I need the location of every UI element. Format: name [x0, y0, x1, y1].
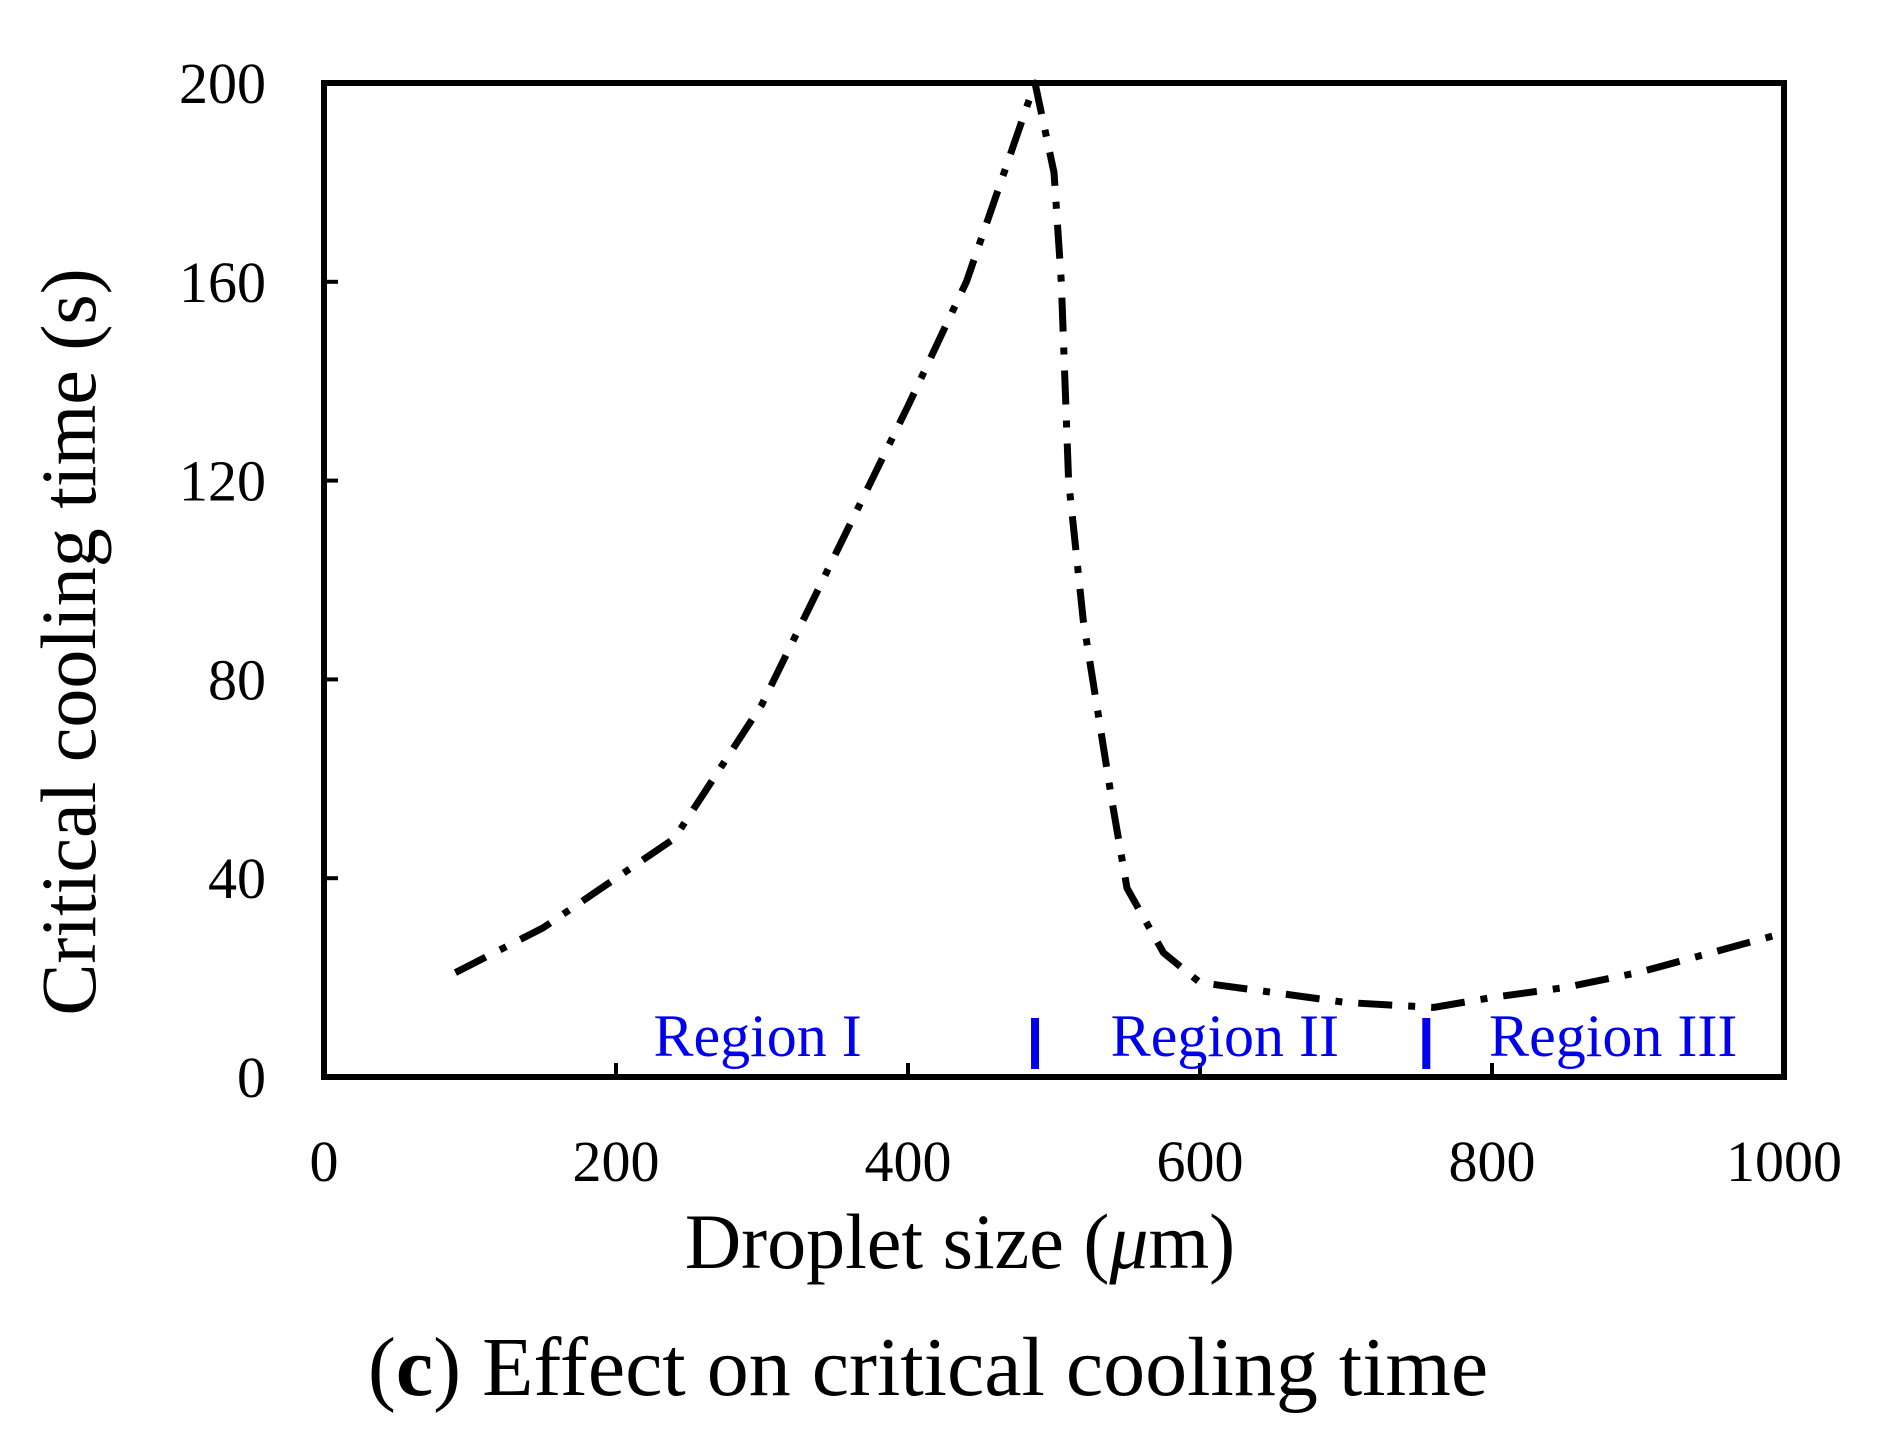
x-axis-title-prefix: Droplet size ( — [685, 1198, 1110, 1285]
x-axis-title: Droplet size (μm) — [685, 1198, 1235, 1285]
x-tick-label: 200 — [573, 1129, 660, 1194]
x-axis-title-unit: μ — [1108, 1198, 1148, 1285]
x-axis: 0 200 400 600 800 1000 — [310, 1063, 1842, 1194]
x-tick-label: 400 — [865, 1129, 952, 1194]
plot-frame — [321, 80, 1787, 1080]
x-tick-label: 0 — [310, 1129, 339, 1194]
y-tick-label: 80 — [208, 647, 266, 712]
region-label: Region III — [1489, 1003, 1737, 1069]
x-tick-label: 800 — [1449, 1129, 1536, 1194]
y-axis: 0 40 80 120 160 200 — [179, 51, 338, 1110]
data-series — [453, 79, 1785, 1011]
y-tick-label: 120 — [179, 449, 266, 514]
x-axis-title-suffix: m) — [1149, 1198, 1236, 1285]
caption-open-paren: ( — [368, 1321, 396, 1414]
region-label: Region I — [653, 1003, 861, 1069]
series-line — [453, 79, 1785, 1011]
y-tick-label: 0 — [237, 1045, 266, 1110]
region-label: Region II — [1111, 1003, 1339, 1069]
caption-text: ) Effect on critical cooling time — [433, 1321, 1488, 1414]
y-tick-label: 40 — [208, 846, 266, 911]
figure-caption: (c) Effect on critical cooling time — [368, 1321, 1488, 1414]
x-tick-label: 1000 — [1726, 1129, 1842, 1194]
region-markers: Region I Region II Region III — [653, 1003, 1737, 1069]
caption-letter: c — [396, 1321, 433, 1414]
y-tick-label: 160 — [179, 250, 266, 315]
y-axis-title: Critical cooling time (s) — [25, 268, 112, 1015]
y-tick-label: 200 — [179, 51, 266, 116]
plot-area — [321, 80, 1787, 1080]
x-tick-label: 600 — [1157, 1129, 1244, 1194]
